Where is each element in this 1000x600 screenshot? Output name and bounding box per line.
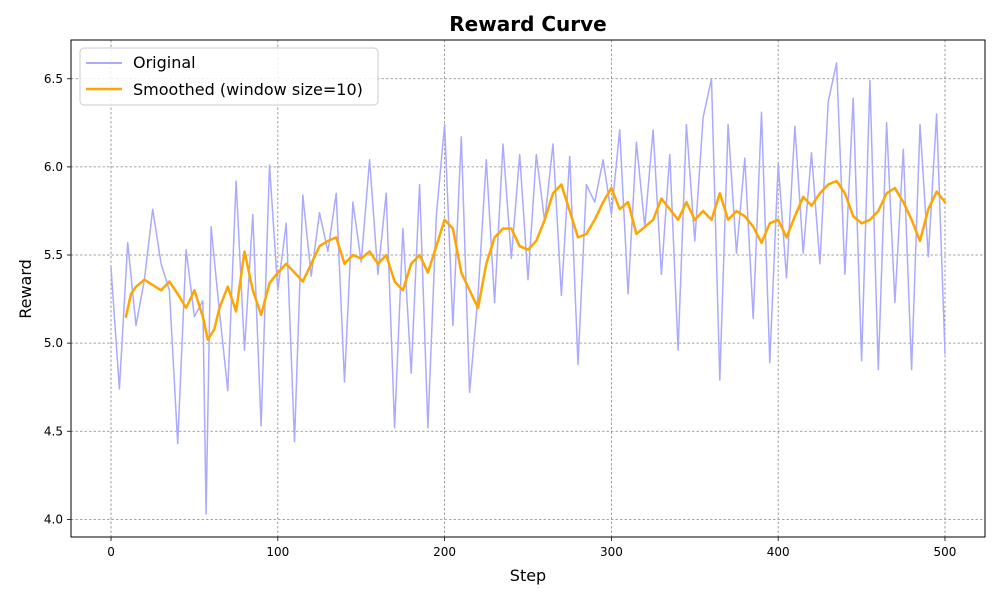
x-tick-label: 300 (600, 545, 623, 559)
y-tick-label: 5.5 (44, 248, 63, 262)
y-tick-label: 5.0 (44, 336, 63, 350)
legend-label-original: Original (133, 53, 196, 72)
y-tick-label: 6.5 (44, 72, 63, 86)
legend-box (79, 47, 379, 106)
grid-lines (71, 40, 985, 537)
x-tick-label: 400 (767, 545, 790, 559)
series-original-line (110, 62, 946, 515)
axis-ticks: 0 100 200 300 400 500 4.0 4.5 5.0 5.5 6.0 6.5 (44, 72, 957, 559)
x-tick-label: 200 (433, 545, 456, 559)
chart-title: Reward Curve (449, 12, 606, 36)
y-tick-label: 4.5 (44, 424, 63, 438)
x-tick-label: 100 (266, 545, 289, 559)
legend: Original Smoothed (window size=10) (79, 47, 379, 106)
y-tick-label: 4.0 (44, 512, 63, 526)
series-smoothed-line (124, 179, 947, 341)
x-tick-label: 0 (107, 545, 115, 559)
plot-frame (70, 39, 986, 538)
legend-label-smoothed: Smoothed (window size=10) (133, 80, 363, 99)
x-axis-label: Step (510, 566, 546, 585)
y-tick-label: 6.0 (44, 160, 63, 174)
x-tick-label: 500 (934, 545, 957, 559)
plot-area (110, 62, 947, 515)
y-axis-label: Reward (16, 259, 35, 319)
